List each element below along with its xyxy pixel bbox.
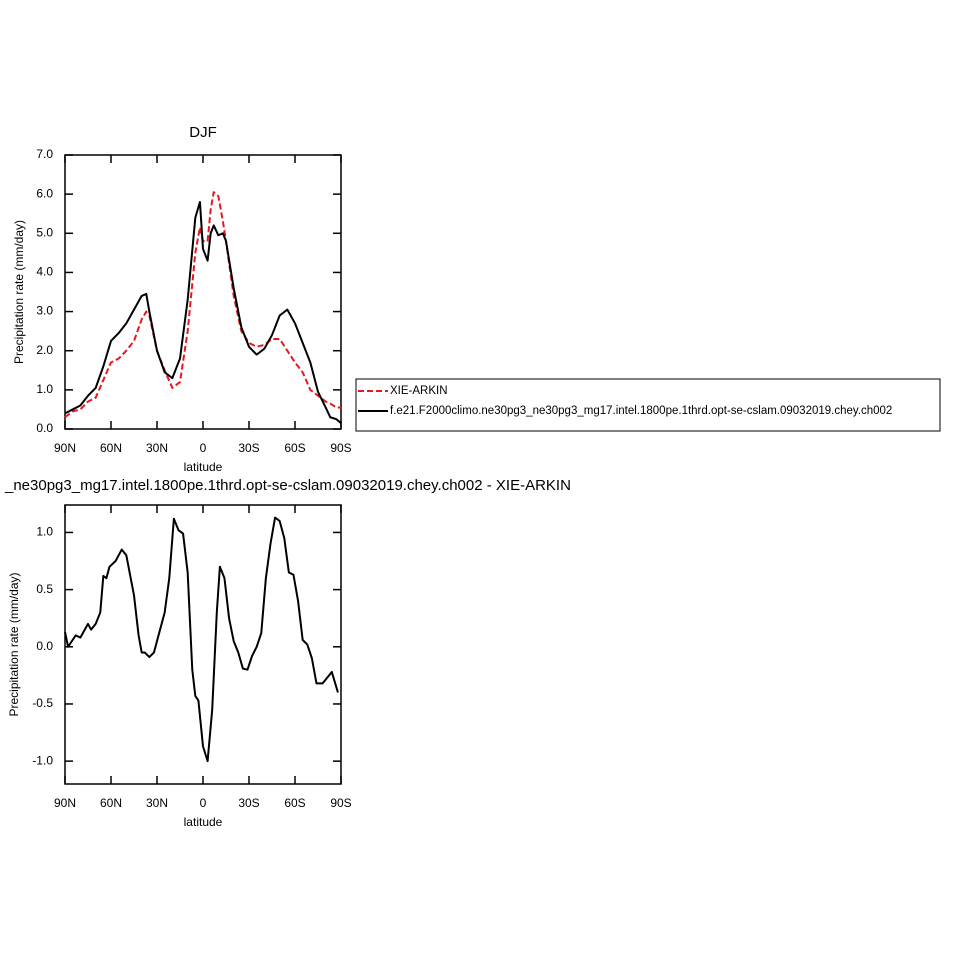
x-tick-label: 0: [200, 441, 207, 455]
x-tick-label: 0: [200, 796, 207, 810]
x-tick-label: 90N: [54, 796, 76, 810]
y-axis-label: Precipitation rate (mm/day): [12, 220, 26, 364]
y-tick-label: 2.0: [36, 343, 53, 357]
x-tick-label: 30S: [238, 796, 259, 810]
y-tick-label: -0.5: [32, 696, 53, 710]
chart-title: _ne30pg3_mg17.intel.1800pe.1thrd.opt-se-…: [4, 477, 571, 494]
x-tick-label: 60S: [284, 441, 305, 455]
legend-box: [355, 378, 941, 432]
y-tick-label: 0.0: [36, 421, 53, 435]
y-axis-label: Precipitation rate (mm/day): [7, 572, 21, 716]
plot-frame: [64, 504, 342, 785]
x-axis-label: latitude: [184, 815, 223, 829]
x-tick-label: 60N: [100, 796, 122, 810]
y-tick-label: 0.0: [36, 639, 53, 653]
x-tick-label: 90S: [330, 796, 351, 810]
y-tick-label: 1.0: [36, 525, 53, 539]
x-tick-label: 30N: [146, 441, 168, 455]
x-axis-label: latitude: [184, 460, 223, 474]
data-line: [64, 200, 342, 424]
data-line: [64, 191, 341, 419]
y-tick-label: 0.5: [36, 582, 53, 596]
y-tick-label: -1.0: [32, 753, 53, 767]
x-tick-label: 60N: [100, 441, 122, 455]
x-tick-label: 90N: [54, 441, 76, 455]
x-tick-label: 90S: [330, 441, 351, 455]
x-tick-label: 60S: [284, 796, 305, 810]
y-tick-label: 7.0: [36, 147, 53, 161]
y-tick-label: 3.0: [36, 304, 53, 318]
legend-label: XIE-ARKIN: [390, 385, 448, 397]
y-tick-label: 1.0: [36, 382, 53, 396]
legend-label: f.e21.F2000climo.ne30pg3_ne30pg3_mg17.in…: [390, 405, 892, 417]
x-tick-label: 30S: [238, 441, 259, 455]
y-tick-label: 4.0: [36, 265, 53, 279]
data-line: [64, 516, 339, 763]
x-tick-label: 30N: [146, 796, 168, 810]
chart-title: DJF: [189, 124, 217, 141]
y-tick-label: 5.0: [36, 225, 53, 239]
y-tick-label: 6.0: [36, 186, 53, 200]
plot-frame: [64, 154, 342, 430]
